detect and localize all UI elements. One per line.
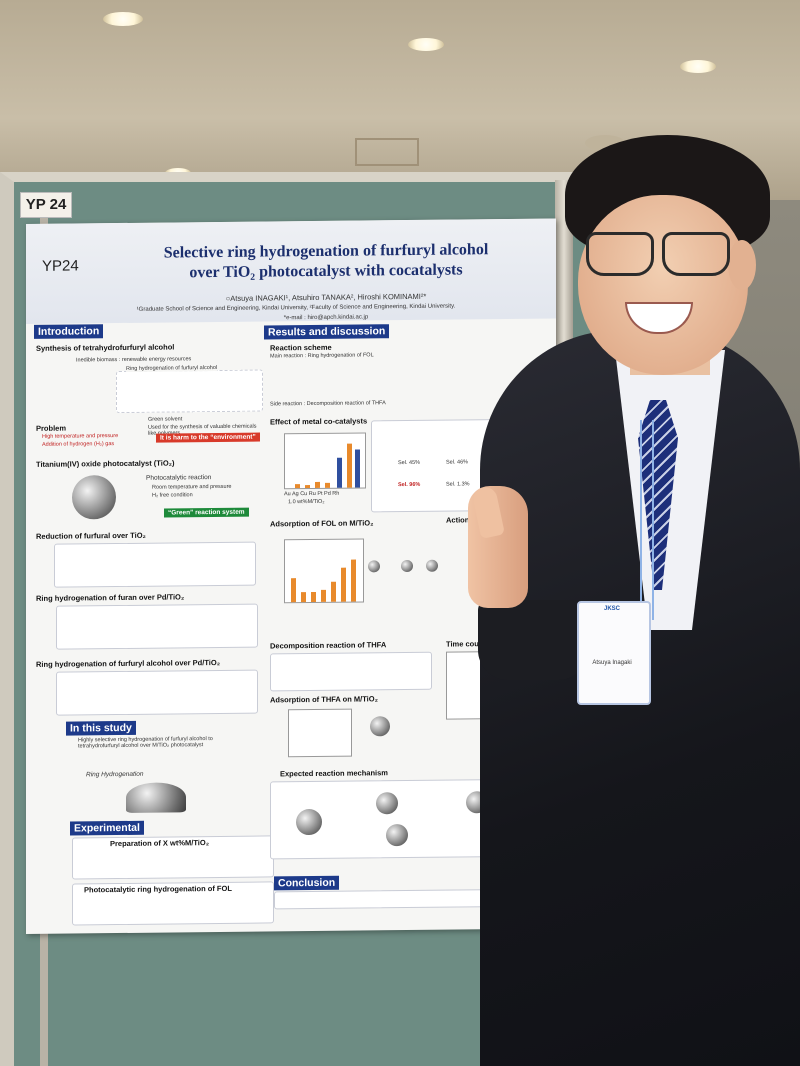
- effect-chart: [284, 432, 366, 490]
- results-adsorption-thfa: Adsorption of THFA on M/TiO₂: [270, 694, 378, 705]
- effect-axis-metals: Au Ag Cu Ru Pt Pd Rh: [284, 490, 340, 498]
- intro-titanium: Titanium(IV) oxide photocatalyst (TiO₂): [36, 458, 175, 469]
- results-side-reaction: Side reaction : Decomposition reaction o…: [270, 400, 386, 408]
- intro-room-temp: Room temperature and pressure: [152, 483, 232, 491]
- chart-bar: [301, 592, 306, 603]
- chart-bar: [295, 484, 300, 489]
- ceiling-light: [103, 12, 143, 26]
- intro-harm: It is harm to the “environment”: [156, 432, 260, 443]
- decomposition-table: [270, 651, 432, 692]
- badge-name: Atsuya Inagaki: [592, 660, 632, 666]
- ring-pd-panel: [56, 603, 258, 650]
- sel-d: Sel. 1.3%: [446, 481, 470, 488]
- mechanism-particle: [386, 823, 408, 847]
- adsorption-particle: [401, 559, 413, 573]
- glasses-lens-left: [586, 232, 654, 276]
- glasses-lens-right: [662, 232, 730, 276]
- person-face: [578, 195, 748, 375]
- sel-c: Sel. 96%: [398, 481, 421, 489]
- ring-fol-pd-panel: [56, 669, 258, 716]
- section-results: Results and discussion: [264, 324, 390, 340]
- intro-problem: Problem: [36, 423, 67, 433]
- chart-bar: [305, 485, 310, 489]
- adsorption-thfa-chart: [288, 708, 352, 758]
- ring-h-box: [116, 369, 263, 414]
- intro-biomass: Inedible biomass : renewable energy reso…: [76, 356, 192, 364]
- results-scheme: Reaction scheme: [270, 342, 332, 353]
- sel-a: Sel. 45%: [398, 459, 421, 467]
- intro-reduction: Reduction of furfural over TiO₂: [36, 530, 146, 541]
- badge-org: JKSC: [603, 606, 620, 612]
- intro-ring-pd: Ring hydrogenation of furan over Pd/TiO₂: [36, 592, 185, 603]
- section-conclusion: Conclusion: [274, 875, 340, 891]
- ceiling-vent: [355, 138, 419, 166]
- sel-b: Sel. 46%: [446, 459, 469, 466]
- exp-photo: Photocatalytic ring hydrogenation of FOL: [84, 883, 232, 895]
- results-adsorption-fol: Adsorption of FOL on M/TiO₂: [270, 518, 374, 529]
- ceiling-light: [680, 60, 716, 73]
- intro-green-solvent: Green solvent: [148, 416, 183, 423]
- badge-lanyard: [640, 420, 654, 620]
- poster-id: YP24: [42, 257, 79, 275]
- reduction-panel: [54, 541, 256, 588]
- intro-addition-h2: Addition of hydrogen (H₂) gas: [42, 441, 115, 448]
- name-badge: [577, 601, 651, 705]
- results-mechanism: Expected reaction mechanism: [280, 768, 388, 779]
- adsorption-particle: [368, 560, 380, 573]
- study-tio2-particle: [126, 782, 186, 813]
- section-experimental: Experimental: [70, 820, 144, 836]
- chart-bar: [347, 443, 352, 488]
- mechanism-particle: [376, 792, 398, 815]
- chart-bar: [341, 567, 346, 602]
- effect-axis-loading: 1.0 wt%M/TiO₂: [288, 498, 325, 506]
- thfa-particle: [370, 716, 390, 737]
- chart-bar: [325, 482, 330, 488]
- chart-bar: [355, 449, 360, 488]
- intro-high-temp: High temperature and pressure: [42, 433, 119, 440]
- intro-synthesis: Synthesis of tetrahydrofurfuryl alcohol: [36, 342, 175, 353]
- study-highly: Highly selective ring hydrogenation of f…: [78, 736, 213, 750]
- intro-photocatalytic: Photocatalytic reaction: [146, 474, 212, 482]
- adsorption-particle: [426, 559, 438, 572]
- chart-bar: [315, 481, 320, 488]
- glasses: [582, 232, 732, 276]
- results-time-course: Time cou: [446, 639, 479, 649]
- intro-h2-free: H₂ free condition: [152, 492, 193, 499]
- results-effect: Effect of metal co-catalysts: [270, 416, 368, 427]
- chart-bar: [311, 591, 316, 603]
- results-main-reaction: Main reaction : Ring hydrogenation of FO…: [270, 352, 374, 360]
- chart-bar: [291, 578, 296, 603]
- adsorption-chart: [284, 538, 364, 604]
- person-ear: [728, 240, 756, 290]
- chart-bar: [331, 581, 336, 602]
- chart-bar: [321, 589, 326, 602]
- board-number-tag: YP 24: [20, 192, 72, 218]
- intro-ring-fol-pd: Ring hydrogenation of furfuryl alcohol o…: [36, 657, 221, 669]
- tio2-particle: [72, 475, 116, 520]
- person-sleeve: [478, 600, 588, 680]
- ceiling-light: [408, 38, 444, 51]
- section-introduction: Introduction: [34, 324, 104, 339]
- chart-bar: [337, 457, 342, 488]
- intro-green-system: “Green” reaction system: [164, 507, 249, 518]
- mechanism-particle: [296, 808, 322, 836]
- exp-prep: Preparation of X wt%M/TiO₂: [110, 838, 210, 849]
- intro-ring-h: Ring hydrogenation of furfuryl alcohol: [126, 364, 218, 372]
- study-ring-h: Ring Hydrogenation: [86, 770, 144, 779]
- section-study: In this study: [66, 720, 136, 736]
- results-decomposition: Decomposition reaction of THFA: [270, 640, 387, 651]
- chart-bar: [351, 559, 356, 602]
